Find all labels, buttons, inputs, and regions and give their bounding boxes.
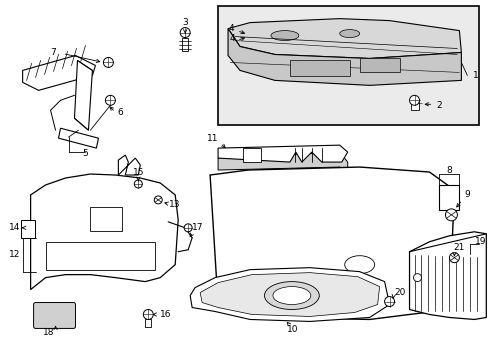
- Bar: [289, 60, 349, 76]
- Ellipse shape: [270, 31, 298, 41]
- Circle shape: [103, 58, 113, 67]
- Polygon shape: [74, 60, 92, 130]
- Text: 8: 8: [446, 166, 451, 175]
- Polygon shape: [200, 273, 379, 316]
- Circle shape: [384, 297, 394, 306]
- Text: 9: 9: [464, 190, 469, 199]
- Bar: [218, 6, 478, 125]
- Polygon shape: [59, 128, 98, 148]
- Text: 3: 3: [182, 18, 188, 27]
- Circle shape: [184, 224, 192, 232]
- Bar: [145, 319, 151, 328]
- Text: 21: 21: [453, 243, 464, 252]
- Polygon shape: [439, 185, 458, 210]
- Text: 4: 4: [228, 24, 233, 33]
- Polygon shape: [218, 152, 347, 172]
- Text: 15: 15: [132, 167, 144, 176]
- Bar: [243, 148, 261, 162]
- Ellipse shape: [339, 30, 359, 37]
- Text: 16: 16: [159, 310, 171, 319]
- Text: 2: 2: [436, 101, 441, 110]
- Polygon shape: [227, 19, 461, 58]
- Text: 12: 12: [9, 250, 20, 259]
- Polygon shape: [31, 174, 178, 289]
- Circle shape: [180, 28, 190, 37]
- Bar: [182, 37, 188, 51]
- Text: 7: 7: [51, 48, 56, 57]
- Bar: [410, 100, 418, 110]
- Bar: [359, 58, 399, 72]
- Text: 17: 17: [192, 223, 203, 232]
- Circle shape: [105, 95, 115, 105]
- Polygon shape: [118, 155, 140, 175]
- Text: 19: 19: [474, 237, 486, 246]
- Circle shape: [143, 310, 153, 319]
- Text: 1: 1: [471, 71, 477, 80]
- Circle shape: [448, 253, 458, 263]
- Text: 13: 13: [169, 201, 181, 210]
- Polygon shape: [408, 232, 486, 319]
- Ellipse shape: [344, 256, 374, 274]
- Text: 20: 20: [393, 288, 405, 297]
- Ellipse shape: [272, 287, 310, 305]
- Text: 18: 18: [43, 328, 54, 337]
- Text: 10: 10: [286, 325, 298, 334]
- Text: 4: 4: [229, 34, 234, 43]
- Polygon shape: [227, 28, 461, 85]
- Circle shape: [413, 274, 421, 282]
- Bar: [45, 242, 155, 270]
- Text: 11: 11: [207, 134, 219, 143]
- Ellipse shape: [264, 282, 319, 310]
- Circle shape: [445, 209, 456, 221]
- Polygon shape: [210, 167, 453, 319]
- Polygon shape: [218, 145, 347, 162]
- Text: 14: 14: [9, 223, 20, 232]
- Polygon shape: [190, 268, 389, 321]
- Bar: [20, 220, 35, 238]
- Circle shape: [154, 196, 162, 204]
- FancyBboxPatch shape: [34, 302, 75, 328]
- Circle shape: [408, 95, 419, 105]
- Bar: [90, 207, 122, 231]
- Text: 6: 6: [117, 108, 123, 117]
- Circle shape: [134, 180, 142, 188]
- Polygon shape: [22, 55, 95, 90]
- Text: 5: 5: [82, 149, 88, 158]
